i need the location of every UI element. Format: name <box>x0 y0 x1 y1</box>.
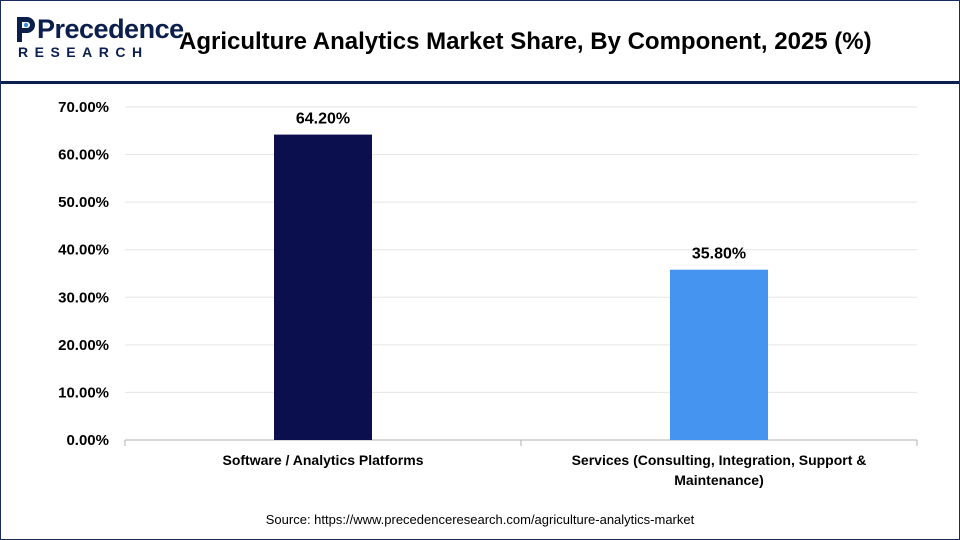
x-tick-label: Services (Consulting, Integration, Suppo… <box>572 452 867 468</box>
bar <box>274 134 372 440</box>
y-tick-label: 50.00% <box>58 194 109 211</box>
y-tick-label: 70.00% <box>58 99 109 116</box>
data-label: 64.20% <box>296 111 350 128</box>
data-label: 35.80% <box>692 246 746 263</box>
y-tick-label: 60.00% <box>58 147 109 164</box>
precedence-research-logo: Precedence RESEARCH <box>15 13 184 65</box>
x-tick-label: Software / Analytics Platforms <box>223 452 424 468</box>
bar <box>670 269 768 440</box>
logo-word: Precedence <box>37 14 184 44</box>
header-divider <box>1 81 959 84</box>
y-tick-label: 40.00% <box>58 242 109 259</box>
logo-p-icon <box>17 17 35 42</box>
bar-chart: 0.00% 10.00% 20.00% 30.00% 40.00% 50.00% 60.00… <box>58 99 918 488</box>
source-note: Source: https://www.precedenceresearch.c… <box>265 512 695 527</box>
y-tick-label: 30.00% <box>58 289 109 306</box>
x-tick-label: Maintenance) <box>674 472 763 488</box>
y-tick-label: 10.00% <box>58 384 109 401</box>
y-tick-label: 20.00% <box>58 337 109 354</box>
header: Precedence RESEARCH Agriculture Analytic… <box>1 1 959 81</box>
chart-title: Agriculture Analytics Market Share, By C… <box>179 28 872 55</box>
y-tick-label: 0.00% <box>66 432 109 449</box>
logo-subtitle: RESEARCH <box>18 44 149 60</box>
